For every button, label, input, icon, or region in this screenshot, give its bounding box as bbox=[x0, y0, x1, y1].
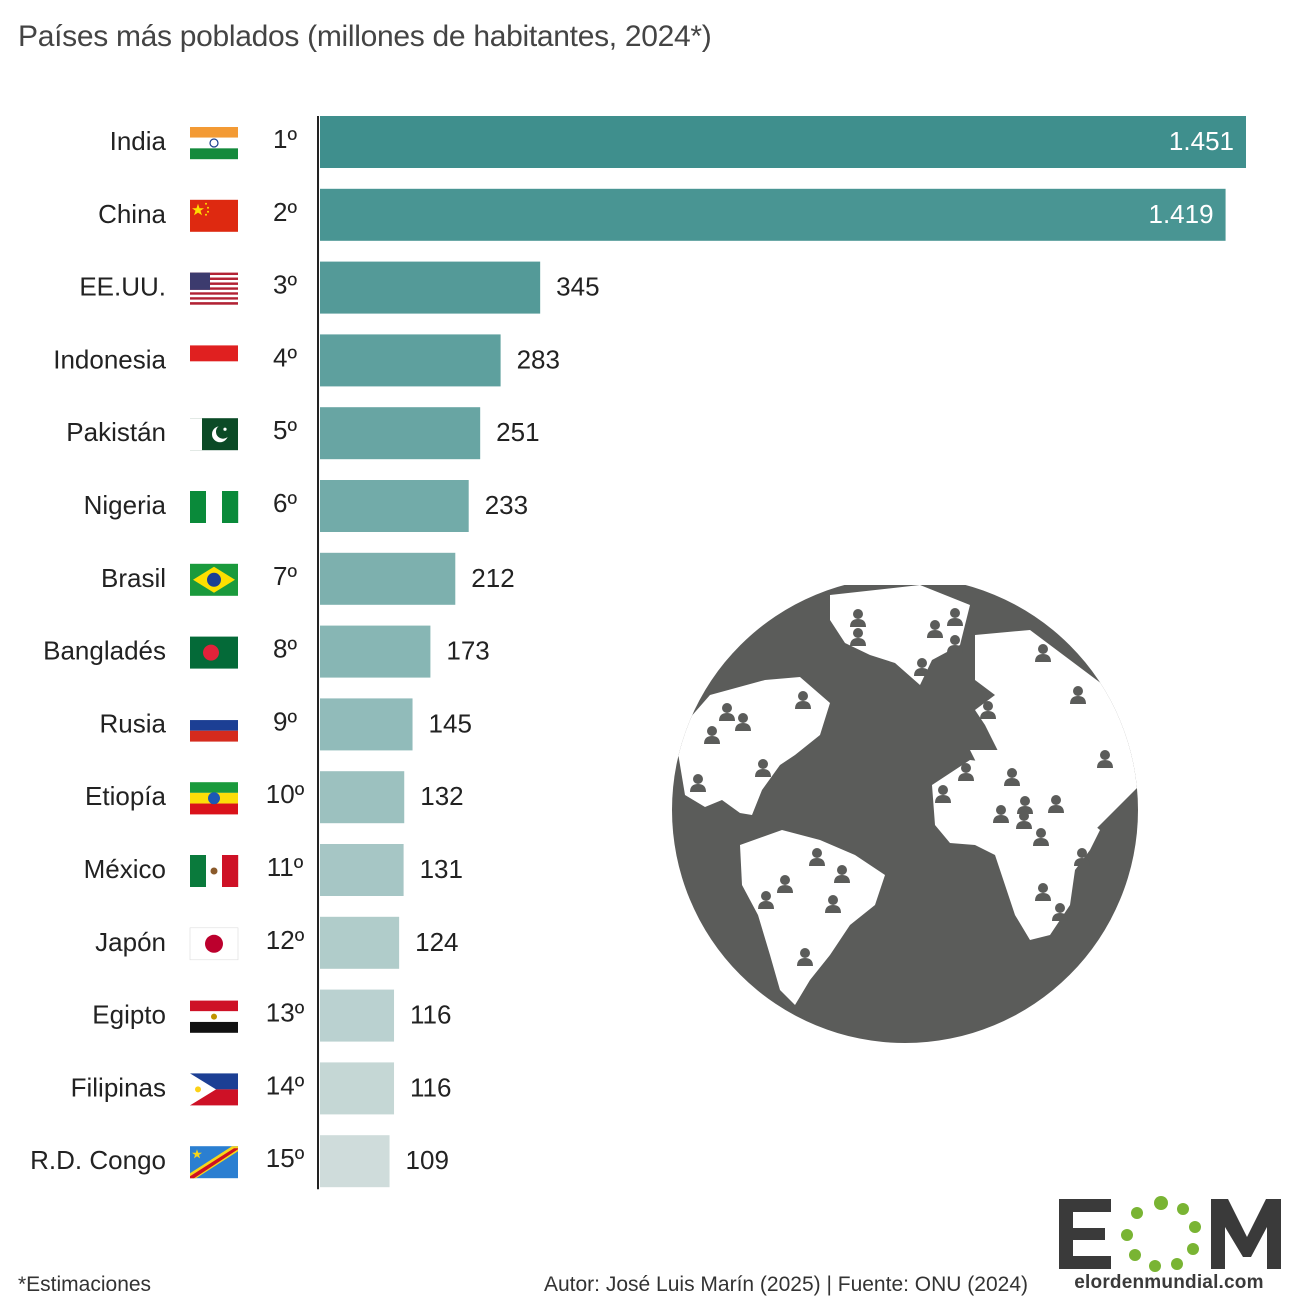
category-label: Etiopía bbox=[85, 781, 166, 811]
chart-title: Países más poblados (millones de habitan… bbox=[18, 20, 712, 53]
value-label: 1.419 bbox=[1149, 199, 1214, 229]
rank-label: 5º bbox=[273, 415, 297, 445]
value-label: 145 bbox=[429, 708, 472, 738]
value-label: 109 bbox=[406, 1145, 449, 1175]
bar-bangladesh bbox=[320, 625, 431, 678]
category-label: Pakistán bbox=[66, 417, 166, 447]
value-label: 116 bbox=[410, 1072, 451, 1102]
flag-china-icon bbox=[190, 199, 238, 232]
eom-mark bbox=[1059, 1196, 1281, 1272]
bar-indonesia bbox=[320, 334, 501, 387]
rank-label: 4º bbox=[273, 342, 297, 372]
category-label: Filipinas bbox=[71, 1072, 166, 1102]
bar-japan bbox=[320, 916, 400, 969]
flag-japan-icon bbox=[189, 927, 239, 961]
value-label: 173 bbox=[446, 636, 489, 666]
rank-label: 11º bbox=[267, 852, 304, 882]
value-label: 124 bbox=[415, 927, 458, 957]
flag-drcongo-icon bbox=[190, 1146, 238, 1179]
value-label: 116 bbox=[410, 1000, 451, 1030]
rank-label: 3º bbox=[273, 270, 297, 300]
value-label: 251 bbox=[496, 417, 539, 447]
bar-chart: India 1º 1.451 China 2º 1.419 EE.UU. 3º 345 Indon… bbox=[30, 116, 1246, 1190]
category-label: EE.UU. bbox=[79, 272, 166, 302]
rank-label: 6º bbox=[273, 488, 297, 518]
flag-indonesia-icon bbox=[190, 345, 238, 378]
category-label: Rusia bbox=[100, 708, 167, 738]
bar-ethiopia bbox=[320, 771, 405, 824]
rank-label: 7º bbox=[273, 561, 297, 591]
value-label: 132 bbox=[420, 781, 463, 811]
bar-usa bbox=[320, 261, 541, 314]
value-label: 212 bbox=[471, 563, 514, 593]
value-label: 233 bbox=[485, 490, 528, 520]
flag-nigeria-icon bbox=[190, 491, 239, 523]
footnote: *Estimaciones bbox=[18, 1273, 152, 1296]
source-credits: Autor: José Luis Marín (2025) | Fuente: … bbox=[543, 1273, 1028, 1296]
category-label: Brasil bbox=[101, 563, 166, 593]
category-label: Bangladés bbox=[43, 636, 166, 666]
bar-pakistan bbox=[320, 407, 481, 460]
flag-india-icon bbox=[190, 127, 238, 160]
bar-nigeria bbox=[320, 480, 469, 532]
eom-logo-icon[interactable]: elordenmundial.com bbox=[1055, 1195, 1283, 1300]
rank-label: 8º bbox=[273, 634, 297, 664]
rank-label: 10º bbox=[266, 779, 305, 809]
rank-label: 13º bbox=[266, 998, 305, 1028]
bar-russia bbox=[320, 698, 413, 751]
rank-label: 9º bbox=[273, 706, 297, 736]
bar-india bbox=[320, 116, 1246, 168]
flag-brazil-icon bbox=[190, 563, 238, 596]
category-label: Indonesia bbox=[53, 344, 166, 374]
rank-label: 12º bbox=[266, 925, 305, 955]
rank-label: 14º bbox=[266, 1070, 305, 1100]
category-label: China bbox=[98, 199, 166, 229]
bar-brazil bbox=[320, 552, 456, 605]
category-label: India bbox=[110, 126, 167, 156]
logo-url: elordenmundial.com bbox=[1074, 1272, 1264, 1293]
rank-label: 1º bbox=[273, 124, 297, 154]
rank-label: 2º bbox=[273, 197, 297, 227]
value-label: 283 bbox=[517, 344, 560, 374]
flag-mexico-icon bbox=[190, 855, 239, 887]
globe-population-icon bbox=[672, 585, 1138, 1043]
bar-egypt bbox=[320, 989, 395, 1042]
category-label: Egipto bbox=[92, 1000, 166, 1030]
flag-russia-icon bbox=[190, 709, 238, 742]
rank-label: 15º bbox=[266, 1143, 305, 1173]
category-label: Nigeria bbox=[84, 490, 167, 520]
category-label: Japón bbox=[95, 927, 166, 957]
flag-egypt-icon bbox=[190, 1000, 238, 1033]
flag-philippines-icon bbox=[190, 1073, 238, 1106]
category-label: México bbox=[84, 854, 166, 884]
value-label: 131 bbox=[420, 854, 463, 884]
flag-pakistan-icon bbox=[190, 418, 238, 451]
flag-usa-icon bbox=[190, 272, 238, 305]
bar-drcongo bbox=[320, 1135, 390, 1188]
bar-mexico bbox=[320, 844, 404, 896]
bar-philippines bbox=[320, 1062, 395, 1115]
value-label: 1.451 bbox=[1169, 126, 1234, 156]
category-label: R.D. Congo bbox=[30, 1145, 166, 1175]
value-label: 345 bbox=[556, 272, 599, 302]
flag-ethiopia-icon bbox=[190, 782, 238, 815]
bar-china bbox=[320, 188, 1226, 241]
flag-bangladesh-icon bbox=[190, 636, 238, 669]
